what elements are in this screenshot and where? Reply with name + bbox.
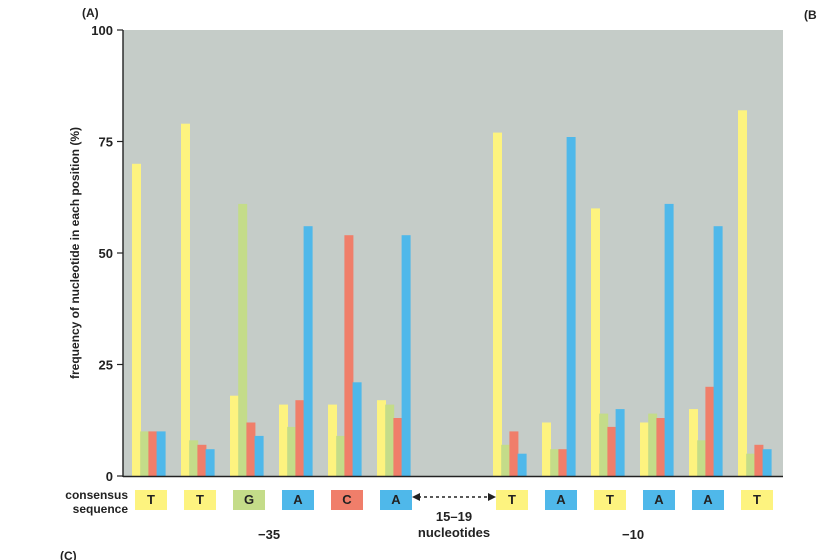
consensus-base-10: A bbox=[643, 490, 675, 510]
bar-pos8-c bbox=[558, 449, 568, 476]
bar-pos11-a bbox=[713, 226, 723, 476]
consensus-base-12: T bbox=[741, 490, 773, 510]
consensus-base-11: A bbox=[692, 490, 724, 510]
bar-pos12-g bbox=[746, 453, 756, 476]
bar-pos8-t bbox=[542, 422, 551, 476]
bar-pos10-t bbox=[640, 422, 649, 476]
bar-pos7-a bbox=[517, 453, 527, 476]
panel-label-a: (A) bbox=[82, 6, 99, 20]
minus10-label: −10 bbox=[622, 527, 645, 542]
bar-pos11-c bbox=[705, 386, 715, 476]
consensus-base-6: A bbox=[380, 490, 412, 510]
spacer-label: 15–19 nucleotides bbox=[398, 509, 510, 541]
bar-pos2-t bbox=[181, 123, 190, 476]
consensus-base-5: C bbox=[331, 490, 363, 510]
bar-pos10-g bbox=[648, 413, 658, 476]
bar-pos9-a bbox=[615, 409, 625, 476]
bar-pos6-g bbox=[385, 404, 395, 476]
bar-pos9-t bbox=[591, 208, 600, 476]
bar-pos2-c bbox=[197, 444, 207, 476]
bar-pos6-t bbox=[377, 400, 386, 476]
bar-pos5-g bbox=[336, 435, 346, 476]
bar-pos4-a bbox=[303, 226, 313, 476]
bar-pos11-g bbox=[697, 440, 707, 476]
bar-pos1-g bbox=[140, 431, 150, 476]
bar-pos6-a bbox=[401, 235, 411, 476]
bar-pos7-t bbox=[493, 132, 502, 476]
y-tick-label: 25 bbox=[99, 358, 113, 373]
bar-pos4-t bbox=[279, 404, 288, 476]
consensus-label-line1: consensus bbox=[65, 488, 128, 502]
panel-label-c: (C) bbox=[60, 549, 77, 560]
minus35-label: −35 bbox=[258, 527, 281, 542]
bar-pos12-c bbox=[754, 444, 764, 476]
bar-pos4-g bbox=[287, 426, 297, 476]
bar-pos3-c bbox=[246, 422, 256, 476]
bar-pos9-c bbox=[607, 426, 617, 476]
bar-pos10-a bbox=[664, 203, 674, 476]
y-tick-label: 0 bbox=[106, 469, 113, 484]
y-tick-label: 75 bbox=[99, 135, 113, 150]
spacer-label-line2: nucleotides bbox=[417, 525, 491, 540]
bar-pos11-t bbox=[689, 409, 698, 476]
bars-group bbox=[132, 110, 772, 477]
bar-pos9-g bbox=[599, 413, 609, 476]
bar-pos2-g bbox=[189, 440, 199, 476]
spacer-arrow bbox=[412, 493, 496, 501]
consensus-base-3: G bbox=[233, 490, 265, 510]
y-ticks-group: 0 25 50 75 100 bbox=[91, 23, 123, 484]
bar-pos3-g bbox=[238, 203, 248, 476]
consensus-base-2: T bbox=[184, 490, 216, 510]
y-tick-label: 100 bbox=[91, 23, 113, 38]
consensus-base-7: T bbox=[496, 490, 528, 510]
consensus-base-1: T bbox=[135, 490, 167, 510]
panel-label-b: (B bbox=[804, 8, 817, 22]
bar-pos1-c bbox=[148, 431, 158, 476]
bar-pos1-a bbox=[156, 431, 166, 476]
bar-pos12-a bbox=[762, 449, 772, 476]
consensus-base-9: T bbox=[594, 490, 626, 510]
bar-pos8-g bbox=[550, 449, 560, 476]
bar-pos7-c bbox=[509, 431, 519, 476]
bar-pos6-c bbox=[393, 418, 403, 476]
bar-pos12-t bbox=[738, 110, 747, 477]
bar-pos1-t bbox=[132, 163, 141, 477]
bar-pos5-t bbox=[328, 404, 337, 476]
plot-background bbox=[123, 30, 783, 476]
consensus-base-8: A bbox=[545, 490, 577, 510]
bar-pos2-a bbox=[205, 449, 215, 476]
bar-pos3-t bbox=[230, 395, 239, 476]
bar-pos4-c bbox=[295, 400, 305, 476]
y-axis-title: frequency of nucleotide in each position… bbox=[68, 127, 82, 379]
y-tick-label: 50 bbox=[99, 246, 113, 261]
bar-pos10-c bbox=[656, 418, 666, 476]
consensus-base-4: A bbox=[282, 490, 314, 510]
spacer-label-line1: 15–19 bbox=[435, 509, 473, 524]
consensus-label-line2: sequence bbox=[72, 502, 128, 516]
bar-pos5-a bbox=[352, 382, 362, 476]
consensus-label: consensus sequence bbox=[40, 488, 128, 516]
bar-pos3-a bbox=[254, 435, 264, 476]
bar-pos8-a bbox=[566, 137, 576, 476]
bar-pos5-c bbox=[344, 235, 354, 476]
bar-pos7-g bbox=[501, 444, 511, 476]
